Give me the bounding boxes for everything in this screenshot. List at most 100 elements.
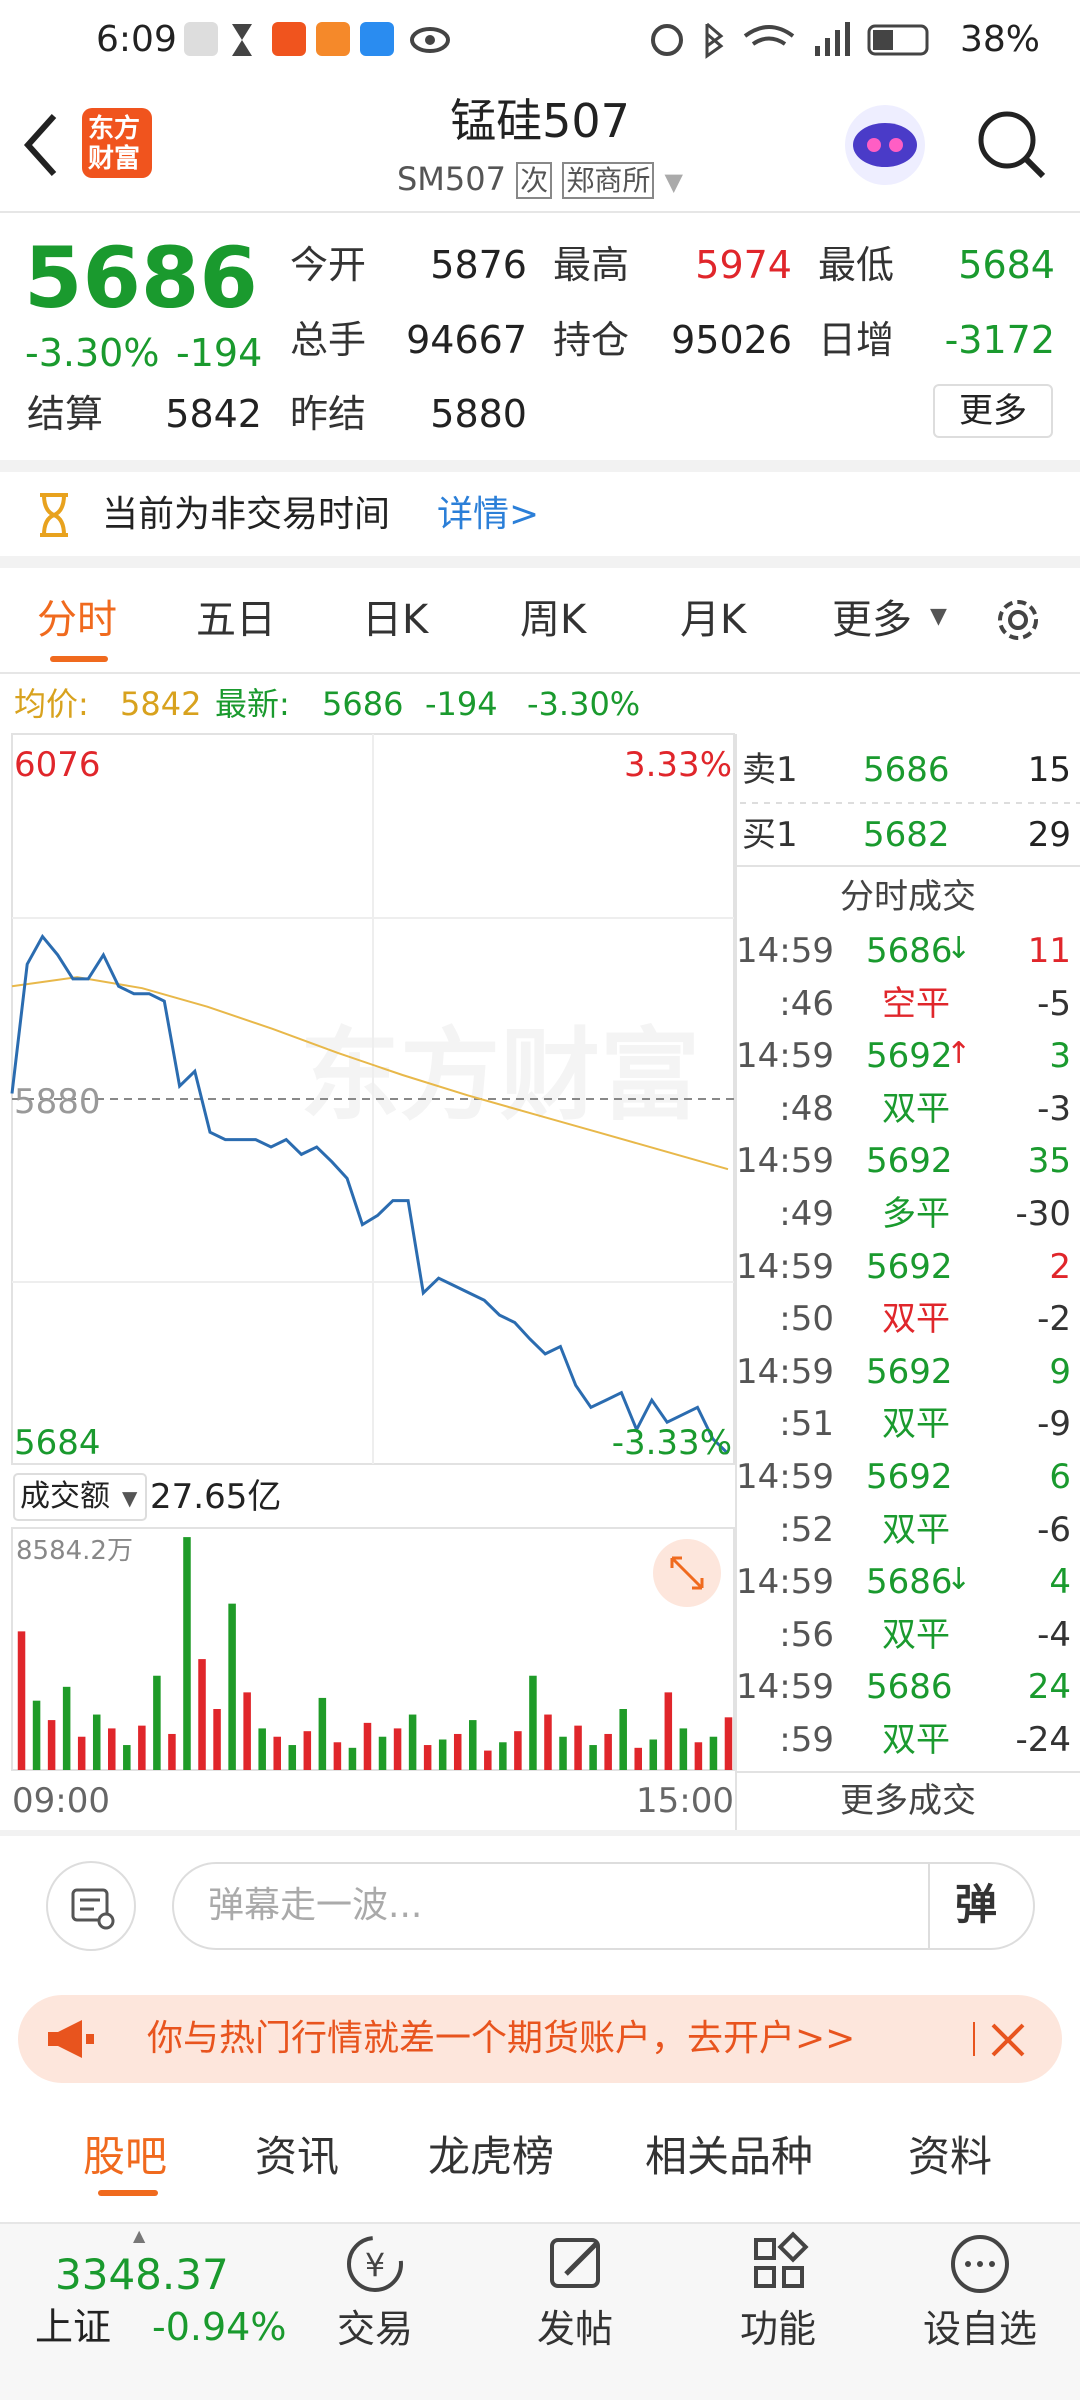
danmaku-button[interactable]: 弹 bbox=[955, 1880, 998, 1929]
bottom-tab[interactable]: 股吧 bbox=[83, 2132, 168, 2181]
trade-price: 双平 bbox=[882, 1720, 950, 1760]
field-value: 5684 bbox=[958, 243, 1055, 287]
trade-time: :59 bbox=[779, 1720, 834, 1760]
bottom-tab[interactable]: 相关品种 bbox=[645, 2132, 814, 2181]
trade-arrow: ↑ bbox=[946, 1036, 972, 1072]
volume-bar bbox=[664, 1692, 673, 1770]
nav-icons: ¥ bbox=[347, 2231, 1009, 2293]
search-button[interactable] bbox=[975, 108, 1047, 180]
volume-bar bbox=[499, 1742, 507, 1770]
tab[interactable]: 分时 bbox=[37, 597, 117, 643]
trade-qty: -4 bbox=[1037, 1614, 1071, 1655]
dropdown-arrow: ▼ bbox=[664, 168, 683, 196]
ad-banner[interactable] bbox=[18, 1995, 1062, 2083]
nav-item[interactable]: 交易 bbox=[336, 2307, 413, 2351]
avg-label: 均价: bbox=[14, 685, 89, 723]
volume-bar bbox=[363, 1722, 372, 1770]
tab[interactable]: 周K bbox=[520, 597, 587, 643]
field-value: 5880 bbox=[430, 392, 527, 436]
trade-qty: 6 bbox=[1049, 1457, 1071, 1497]
dropdown-arrow: ▼ bbox=[122, 1486, 138, 1510]
nav-item[interactable]: 设自选 bbox=[922, 2307, 1037, 2351]
volume-max: 8584.2万 bbox=[16, 1536, 133, 1566]
tab[interactable]: 五日 bbox=[196, 597, 276, 643]
index-value[interactable]: 3348.37 bbox=[55, 2250, 229, 2299]
trade-price: 5692 bbox=[866, 1036, 953, 1077]
trades-title: 分时成交 bbox=[840, 877, 976, 917]
field-value: 5974 bbox=[695, 243, 792, 287]
trade-price: 5692 bbox=[866, 1351, 953, 1392]
tab[interactable]: 更多 bbox=[832, 597, 912, 643]
bottom-tab[interactable]: 资讯 bbox=[255, 2132, 340, 2181]
avg-line bbox=[11, 976, 729, 1171]
trade-time: :51 bbox=[779, 1404, 834, 1445]
tab[interactable]: 月K bbox=[680, 597, 747, 643]
volume-bar bbox=[423, 1745, 432, 1770]
nav-item[interactable]: 发帖 bbox=[536, 2307, 613, 2351]
back-button[interactable] bbox=[20, 110, 60, 180]
trade-price: 双平 bbox=[882, 1404, 950, 1445]
volume-bar bbox=[574, 1725, 582, 1770]
field-label: 最高 bbox=[553, 243, 630, 287]
volume-bar bbox=[92, 1714, 101, 1770]
more-trades[interactable]: 更多成交 bbox=[840, 1781, 976, 1821]
volume-bar bbox=[559, 1736, 567, 1770]
trade-time: :56 bbox=[779, 1614, 834, 1655]
trade-price: 5692 bbox=[866, 1246, 953, 1287]
volume-bar bbox=[62, 1686, 71, 1770]
volume-bar bbox=[198, 1659, 206, 1770]
time-start: 09:00 bbox=[12, 1781, 110, 1821]
trade-qty: 11 bbox=[1027, 931, 1071, 971]
last-price: 5686 bbox=[24, 229, 258, 327]
book-label: 买1 bbox=[742, 815, 798, 855]
volume-bar bbox=[168, 1733, 176, 1770]
bottom-tab[interactable]: 龙虎榜 bbox=[428, 2132, 555, 2181]
field-label: 最低 bbox=[818, 243, 895, 287]
status-time: 6:09 bbox=[96, 19, 177, 60]
trade-qty: 24 bbox=[1027, 1667, 1071, 1708]
trade-qty: -30 bbox=[1015, 1194, 1071, 1234]
settings-button[interactable] bbox=[990, 592, 1046, 648]
trade-time: 14:59 bbox=[736, 1141, 834, 1182]
volume-bar bbox=[303, 1731, 312, 1770]
volume-selector[interactable]: 成交额 bbox=[20, 1479, 110, 1514]
notice-text: 当前为非交易时间 bbox=[102, 494, 391, 535]
megaphone-icon bbox=[48, 2020, 94, 2058]
bottom-tab[interactable]: 资料 bbox=[908, 2132, 993, 2181]
volume-bar bbox=[724, 1717, 733, 1770]
trade-price: 5692 bbox=[866, 1141, 953, 1182]
nav-item[interactable]: 功能 bbox=[739, 2307, 816, 2351]
trade-time: 14:59 bbox=[736, 931, 834, 971]
tab[interactable]: 日K bbox=[362, 597, 429, 643]
trade-time: 14:59 bbox=[736, 1246, 834, 1287]
volume-bar bbox=[679, 1728, 688, 1770]
comment-input[interactable] bbox=[172, 1862, 1035, 1950]
index-change: -0.94% bbox=[152, 2305, 287, 2349]
field-value: 95026 bbox=[671, 318, 792, 362]
notice-link[interactable]: 详情> bbox=[437, 494, 540, 535]
volume-bar bbox=[17, 1631, 26, 1770]
index-name: 上证 bbox=[35, 2305, 112, 2349]
price-max: 6076 bbox=[14, 745, 101, 785]
up-arrow: ▲ bbox=[133, 2226, 146, 2245]
field-value: 5842 bbox=[165, 392, 262, 436]
trade-qty: 3 bbox=[1049, 1036, 1071, 1077]
tag: 次 bbox=[516, 162, 553, 199]
volume-bar bbox=[453, 1733, 462, 1770]
last-value: 5686 bbox=[322, 685, 404, 723]
field-value: -3172 bbox=[944, 318, 1055, 362]
avg-value: 5842 bbox=[120, 685, 202, 723]
volume-bar bbox=[333, 1742, 342, 1770]
last-label: 最新: bbox=[215, 685, 290, 723]
field-value: 94667 bbox=[406, 318, 527, 362]
status-battery: 38% bbox=[959, 19, 1040, 60]
trade-price: 5686 bbox=[866, 1562, 953, 1603]
volume-total: 27.65亿 bbox=[150, 1477, 282, 1517]
more-button[interactable]: 更多 bbox=[933, 384, 1053, 438]
comment-icon[interactable] bbox=[45, 1860, 137, 1952]
volume-bar bbox=[348, 1747, 357, 1770]
change: -194 bbox=[176, 331, 263, 375]
assistant-avatar[interactable] bbox=[840, 100, 930, 190]
ad-close[interactable] bbox=[990, 2022, 1026, 2058]
volume-bar bbox=[153, 1675, 161, 1770]
